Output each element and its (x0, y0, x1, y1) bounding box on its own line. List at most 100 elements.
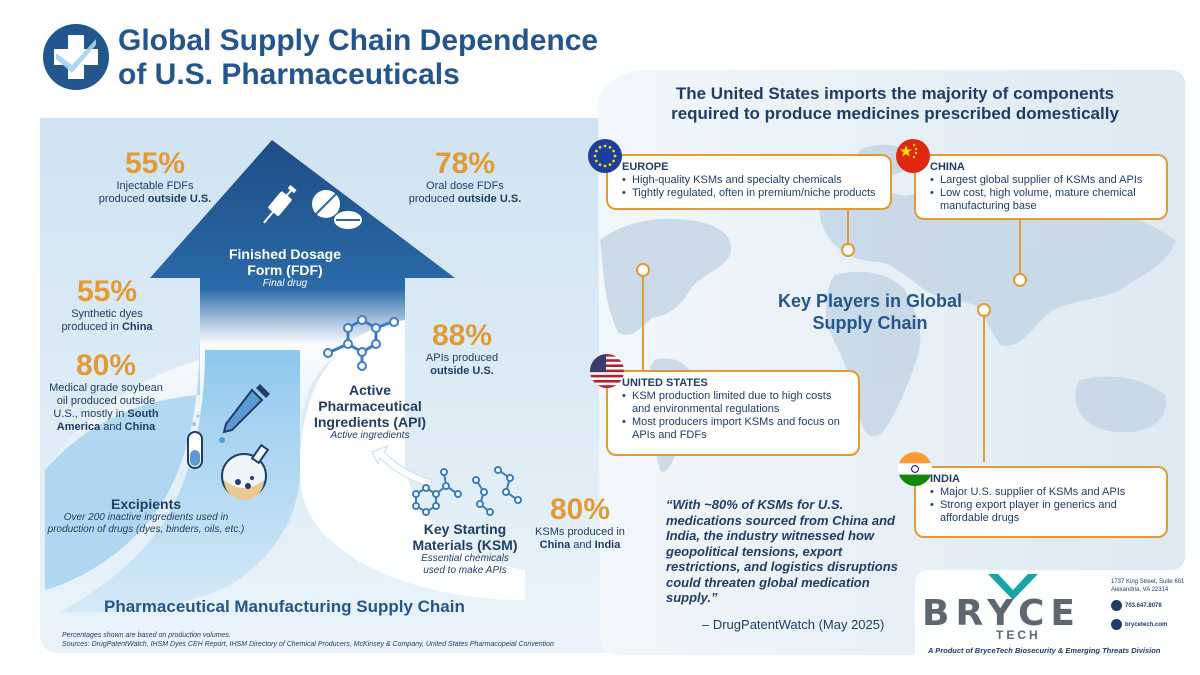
region-us-name: UNITED STATES (622, 377, 708, 389)
stat-ksms-line1: KSMs produced in (535, 526, 625, 538)
stat-injectable: 55% Injectable FDFs produced outside U.S… (90, 148, 220, 206)
stat-injectable-line2-pre: produced (98, 193, 148, 205)
chain-title: Pharmaceutical Manufacturing Supply Chai… (104, 597, 465, 616)
medical-cross-check-icon (43, 24, 109, 90)
stage-api-title1: Active (348, 382, 392, 398)
stat-dyes-line2-pre: produced in (61, 321, 122, 333)
region-india-bullet-2: Strong export player in generics and aff… (930, 499, 1156, 525)
stage-ksm-title1: Key Starting (423, 521, 507, 537)
title-line-2: of U.S. Pharmaceuticals (118, 58, 460, 91)
logo-chevron-icon (988, 574, 1038, 600)
title-line-1: Global Supply Chain Dependence (118, 24, 599, 57)
map-center-line2: Supply Chain (812, 313, 928, 333)
region-india-bullet-1: Major U.S. supplier of KSMs and APIs (930, 486, 1156, 499)
dropper-icon (219, 384, 270, 443)
stage-fdf-sub: Final drug (262, 278, 308, 289)
stat-oral-pct: 78% (434, 147, 496, 180)
map-center-line1: Key Players in Global (777, 291, 963, 311)
stat-soybean-line2: oil produced outside (56, 395, 156, 407)
stage-ksm-sub2: used to make APIs (423, 565, 507, 576)
footnote-note: Percentages shown are based on productio… (62, 632, 231, 639)
stage-api-title3: Ingredients (API) (313, 414, 426, 430)
stage-excipients-title: Excipients (110, 496, 182, 512)
stat-soybean-line4-bold1: America (56, 421, 101, 433)
logo-text-bryce: BRYCE (922, 593, 1081, 634)
stage-api: Active Pharmaceutical Ingredients (API) … (300, 382, 440, 442)
stage-fdf: Finished Dosage Form (FDF) Final drug (220, 246, 350, 290)
stage-ksm-sub1: Essential chemicals (421, 553, 509, 564)
stat-soybean-line1: Medical grade soybean (49, 382, 163, 394)
header-logo (42, 23, 110, 91)
stage-api-title2: Pharmaceutical (318, 398, 422, 414)
stat-oral-line1: Oral dose FDFs (426, 180, 504, 192)
region-india-name: INDIA (930, 473, 960, 485)
stat-oral-line2-bold: outside U.S. (457, 193, 522, 205)
stat-ksms-line2-mid: and (570, 539, 595, 551)
stage-excipients-sub1: Over 200 inactive ingredients used in (63, 512, 229, 523)
company-contact: 1737 King Street, Suite 601 Alexandria, … (1111, 578, 1197, 630)
quote-text: “With ~80% of KSMs for U.S. medications … (666, 497, 898, 605)
stage-api-sub: Active ingredients (330, 430, 410, 441)
stat-dyes: 55% Synthetic dyes produced in China (52, 276, 162, 334)
address-line2: Alexandria, VA 22314 (1111, 587, 1169, 593)
footnote: Percentages shown are based on productio… (62, 631, 602, 649)
map-headline-line2: required to produce medicines prescribed… (671, 104, 1119, 123)
region-europe: EUROPE High-quality KSMs and specialty c… (606, 154, 892, 210)
stage-excipients: Excipients Over 200 inactive ingredients… (46, 496, 246, 536)
molecule-icon (323, 315, 399, 371)
quote-attribution: – DrugPatentWatch (May 2025) (702, 617, 885, 632)
india-flag-icon (898, 452, 932, 486)
stat-oral-line2-pre: produced (408, 193, 458, 205)
stat-soybean-line4-bold2: China (124, 421, 156, 433)
stat-ksms-line2-bold2: India (594, 539, 621, 551)
us-flag-icon (590, 354, 624, 388)
stat-apis-pct: 88% (431, 319, 493, 352)
website-link[interactable]: brycetech.com (1125, 621, 1168, 628)
stat-soybean-line3-pre: U.S., mostly in (53, 408, 128, 420)
footnote-sources: Sources: DrugPatentWatch, IHSM Dyes CEH … (62, 641, 554, 648)
lab-icons (187, 384, 270, 500)
region-china-bullet-1: Largest global supplier of KSMs and APIs (930, 174, 1156, 187)
stat-soybean-line4-mid: and (100, 421, 125, 433)
stat-ksms-pct: 80% (549, 493, 611, 526)
stat-soybean-line3-bold: South (127, 408, 159, 420)
stat-soybean-pct: 80% (75, 349, 137, 382)
region-us-bullet-2: Most producers import KSMs and focus on … (622, 416, 848, 442)
stage-fdf-title1: Finished Dosage (228, 246, 342, 262)
address-line1: 1737 King Street, Suite 601 (1111, 579, 1185, 585)
flask-icon (221, 443, 270, 500)
region-europe-bullet-2: Tightly regulated, often in premium/nich… (622, 187, 880, 200)
region-china: CHINA Largest global supplier of KSMs an… (914, 154, 1168, 220)
stat-apis-line2-bold: outside U.S. (430, 365, 494, 377)
stat-soybean: 80% Medical grade soybean oil produced o… (44, 350, 168, 434)
stat-apis-line1: APIs produced (425, 352, 499, 364)
stat-oral: 78% Oral dose FDFs produced outside U.S. (400, 148, 530, 206)
region-europe-bullet-1: High-quality KSMs and specialty chemical… (622, 174, 880, 187)
stat-injectable-line2-bold: outside U.S. (147, 193, 212, 205)
stat-dyes-pct: 55% (76, 275, 138, 308)
map-center-label: Key Players in Global Supply Chain (760, 290, 980, 334)
stage-fdf-title2: Form (FDF) (247, 262, 323, 278)
ksm-molecules-icon (412, 466, 522, 516)
stat-apis: 88% APIs produced outside U.S. (418, 320, 506, 378)
globe-icon (1111, 619, 1122, 630)
region-us-bullet-1: KSM production limited due to high costs… (622, 390, 848, 416)
stat-injectable-line1: Injectable FDFs (116, 180, 194, 192)
stat-injectable-pct: 55% (124, 147, 186, 180)
stat-ksms: 80% KSMs produced in China and India (530, 494, 630, 552)
region-china-bullet-2: Low cost, high volume, mature chemical m… (930, 187, 1156, 213)
china-flag-icon (896, 139, 930, 173)
syringe-icon (263, 185, 297, 224)
company-tagline: A Product of BryceTech Biosecurity & Eme… (928, 646, 1161, 655)
map-headline: The United States imports the majority o… (615, 84, 1175, 124)
stage-ksm-title2: Materials (KSM) (412, 537, 518, 553)
region-us: UNITED STATES KSM production limited due… (606, 370, 860, 456)
stage-ksm: Key Starting Materials (KSM) Essential c… (400, 521, 530, 577)
region-china-name: CHINA (930, 161, 965, 173)
region-india: INDIA Major U.S. supplier of KSMs and AP… (914, 466, 1168, 538)
phone-number: 703.647.8078 (1125, 602, 1162, 609)
map-headline-line1: The United States imports the majority o… (675, 84, 1115, 103)
logo-text-tech: TECH (996, 628, 1041, 642)
stat-ksms-line2-bold1: China (539, 539, 571, 551)
stat-dyes-line1: Synthetic dyes (71, 308, 143, 320)
